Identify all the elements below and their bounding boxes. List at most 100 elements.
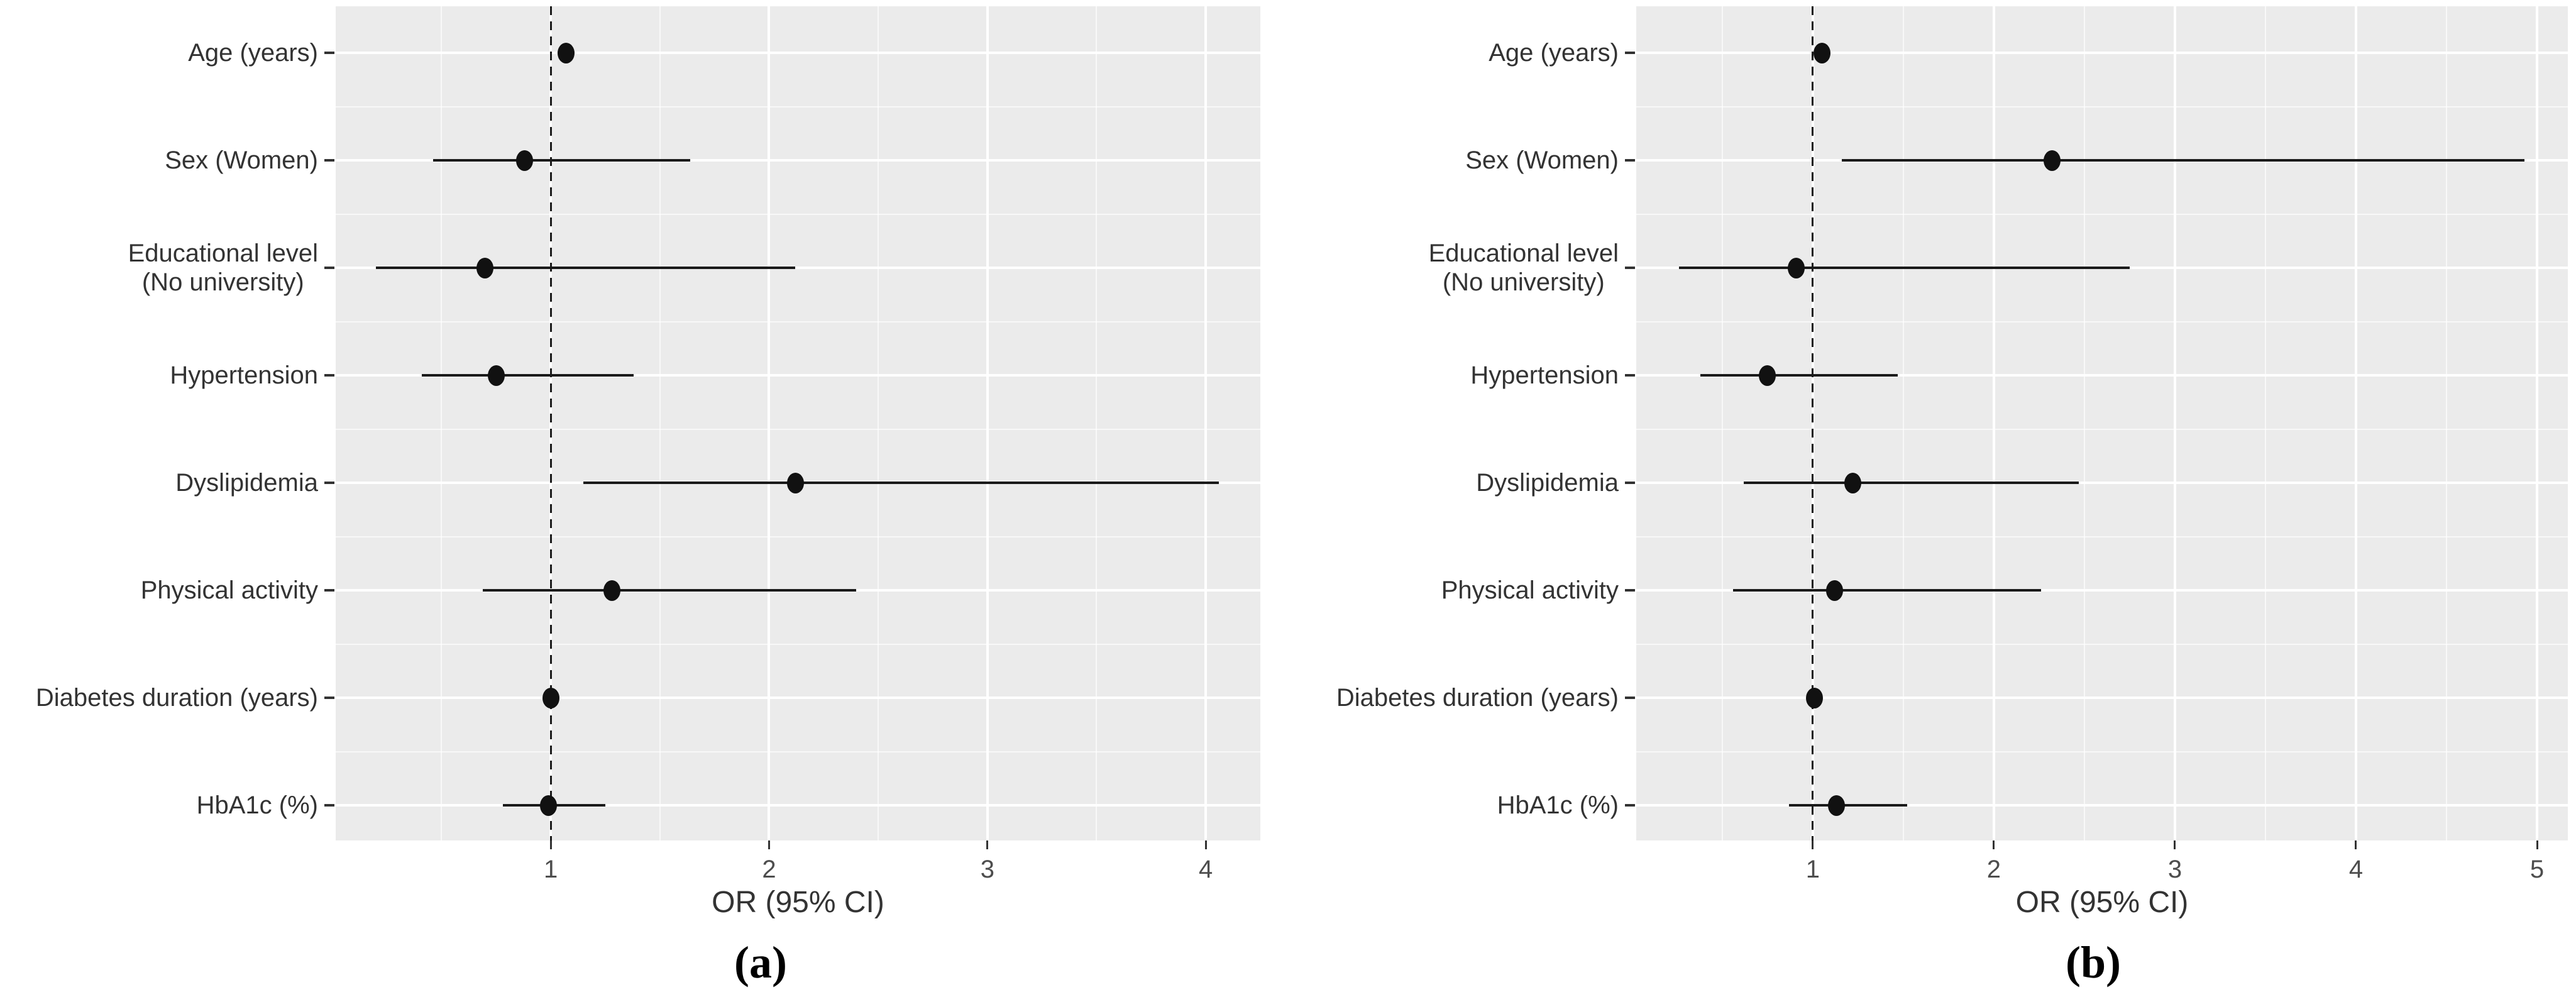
ci-bar [432, 159, 691, 162]
gridline-vertical-major [986, 6, 989, 840]
or-point [1844, 472, 1861, 493]
or-point [1825, 580, 1843, 601]
y-axis-labels-b: Age (years) Sex (Women) Educational level(… [1301, 6, 1636, 840]
gridline-horizontal-minor [1636, 536, 2568, 537]
gridline-horizontal-minor [336, 643, 1260, 645]
gridline-vertical-minor [1902, 6, 1904, 840]
gridline-horizontal-major [1636, 697, 2568, 699]
gridline-vertical-minor [1721, 6, 1723, 840]
x-axis-tick-label: 3 [2167, 856, 2182, 883]
y-axis-tick [1625, 267, 1635, 269]
gridline-vertical-major [1204, 6, 1208, 840]
y-axis-tick [324, 697, 334, 699]
or-point [487, 365, 505, 386]
or-point [1759, 365, 1776, 386]
x-axis-tick [2355, 840, 2357, 849]
or-point [557, 42, 575, 63]
y-axis-label: Educational level (No university) [1428, 240, 1619, 296]
x-axis-title-b: OR (95% CI) [2015, 886, 2189, 919]
x-axis-tick [986, 840, 989, 849]
x-axis-tick [1204, 840, 1207, 849]
gridline-vertical-minor [2083, 6, 2085, 840]
y-axis-tick [1625, 589, 1635, 592]
x-axis-tick-label: 1 [544, 856, 558, 883]
or-point [1806, 687, 1824, 708]
gridline-horizontal-major [336, 267, 1260, 269]
or-point [2043, 150, 2061, 171]
ci-bar [1733, 589, 2041, 592]
gridline-horizontal-minor [336, 213, 1260, 215]
y-axis-tick [324, 589, 334, 592]
gridline-vertical-major [2536, 6, 2539, 840]
y-axis-tick [324, 804, 334, 807]
y-axis-tick [324, 52, 334, 54]
y-axis-tick [1625, 697, 1635, 699]
or-point [1813, 42, 1830, 63]
gridline-horizontal-minor [1636, 321, 2568, 322]
x-axis-tick-label: 3 [980, 856, 994, 883]
ci-bar [483, 589, 857, 592]
y-axis-label: Physical activity [1441, 576, 1619, 604]
or-point [1827, 795, 1845, 816]
y-axis-tick [324, 267, 334, 269]
or-point [542, 687, 559, 708]
subfigure-caption-a: (a) [734, 937, 787, 988]
y-axis-label: Diabetes duration (years) [35, 684, 318, 712]
gridline-horizontal-major [336, 52, 1260, 54]
gridline-vertical-minor [2264, 6, 2266, 840]
plot-panel-b [1636, 6, 2568, 840]
y-axis-tick [324, 482, 334, 484]
ci-bar [583, 482, 1219, 484]
y-axis-tick [1625, 804, 1635, 807]
gridline-vertical-major [2173, 6, 2176, 840]
gridline-horizontal-minor [336, 321, 1260, 322]
gridline-horizontal-minor [336, 751, 1260, 752]
y-axis-label: Age (years) [1489, 39, 1619, 67]
y-axis-label: HbA1c (%) [1497, 791, 1619, 819]
gridline-horizontal-minor [336, 428, 1260, 430]
gridline-horizontal-major [1636, 804, 2568, 807]
gridline-horizontal-minor [336, 106, 1260, 107]
y-axis-label: Age (years) [188, 39, 318, 67]
ci-bar [422, 374, 634, 377]
or-point [1788, 257, 1805, 278]
forest-plot-b: OR (95% CI) (b) 1 2 3 4 5 [1636, 6, 2568, 991]
gridline-vertical-major [2354, 6, 2357, 840]
gridline-vertical-major [1992, 6, 1995, 840]
y-axis-label: Hypertension [170, 361, 318, 389]
forest-plot-a: OR (95% CI) (a) 1 2 3 4 [336, 6, 1260, 991]
plot-panel-a [336, 6, 1260, 840]
x-axis-tick [2536, 840, 2538, 849]
reference-line-or-1 [549, 6, 552, 840]
reference-line-or-1 [1812, 6, 1814, 840]
ci-bar [1678, 267, 2130, 269]
x-axis-title-a: OR (95% CI) [712, 886, 884, 919]
ci-bar [1841, 159, 2524, 162]
ci-bar [376, 267, 796, 269]
y-axis-label: Hypertension [1470, 361, 1619, 389]
x-axis-tick [549, 840, 552, 849]
y-axis-label: Diabetes duration (years) [1336, 684, 1619, 712]
y-axis-labels-a: Age (years) Sex (Women) Educational level(… [0, 6, 336, 840]
y-axis-label: HbA1c (%) [196, 791, 318, 819]
gridline-vertical-minor [2446, 6, 2447, 840]
x-axis-tick [1812, 840, 1814, 849]
x-axis-tick-label: 2 [762, 856, 776, 883]
or-point [786, 472, 804, 493]
or-point [603, 580, 620, 601]
y-axis-tick [324, 374, 334, 377]
gridline-vertical-minor [659, 6, 661, 840]
y-axis-tick [1625, 482, 1635, 484]
x-axis-tick [768, 840, 770, 849]
gridline-horizontal-major [336, 374, 1260, 377]
y-axis-tick [1625, 52, 1635, 54]
gridline-horizontal-minor [1636, 643, 2568, 645]
x-axis-tick-label: 5 [2529, 856, 2545, 883]
gridline-horizontal-major [1636, 52, 2568, 54]
gridline-horizontal-major [336, 159, 1260, 162]
ci-bar [1744, 482, 2079, 484]
y-axis-label: Educational level (No university) [128, 240, 318, 296]
ci-bar [1789, 804, 1907, 807]
gridline-vertical-minor [441, 6, 443, 840]
